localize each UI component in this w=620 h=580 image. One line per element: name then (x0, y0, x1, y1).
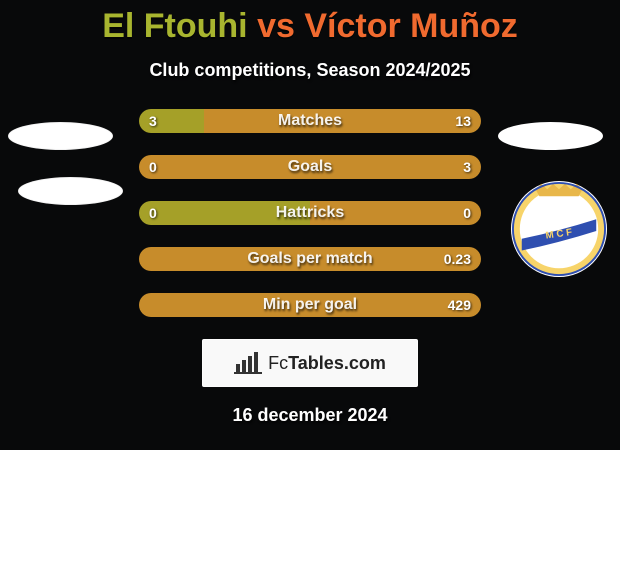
stat-row: 3 13 Matches (139, 109, 481, 133)
snapshot-date: 16 december 2024 (0, 405, 620, 426)
left-badge-placeholder-2 (18, 177, 123, 205)
brand-text: FcTables.com (268, 353, 386, 374)
stat-row: 0.23 Goals per match (139, 247, 481, 271)
club-crest-icon: M C F (510, 180, 608, 278)
stat-label: Hattricks (276, 204, 344, 222)
stat-value-left: 0 (149, 155, 157, 179)
right-badge-placeholder (498, 122, 603, 150)
stat-value-right: 0.23 (444, 247, 471, 271)
stat-label: Matches (278, 112, 342, 130)
stat-value-left: 3 (149, 109, 157, 133)
title-vs: vs (248, 7, 305, 45)
title-player-left: El Ftouhi (102, 7, 247, 45)
stat-row: 0 3 Goals (139, 155, 481, 179)
stat-value-right: 429 (448, 293, 471, 317)
stat-bar-right (204, 109, 481, 133)
stat-value-right: 13 (455, 109, 471, 133)
bar-chart-icon (234, 352, 262, 374)
stat-row: 0 0 Hattricks (139, 201, 481, 225)
subtitle: Club competitions, Season 2024/2025 (0, 60, 620, 81)
stat-row: 429 Min per goal (139, 293, 481, 317)
stats-container: 3 13 Matches 0 3 Goals 0 0 Hattricks 0.23 Goals pe… (139, 109, 481, 317)
comparison-card: El Ftouhi vs Víctor Muñoz El Ftouhi vs V… (0, 0, 620, 450)
page-title: El Ftouhi vs Víctor Muñoz El Ftouhi vs V… (0, 7, 620, 46)
stat-value-left: 0 (149, 201, 157, 225)
stat-label: Goals per match (247, 250, 372, 268)
title-player-right: Víctor Muñoz (304, 7, 517, 45)
left-badge-placeholder-1 (8, 122, 113, 150)
stat-value-right: 0 (463, 201, 471, 225)
stat-label: Goals (288, 158, 332, 176)
fctables-logo: FcTables.com (202, 339, 418, 387)
stat-label: Min per goal (263, 296, 357, 314)
stat-value-right: 3 (463, 155, 471, 179)
